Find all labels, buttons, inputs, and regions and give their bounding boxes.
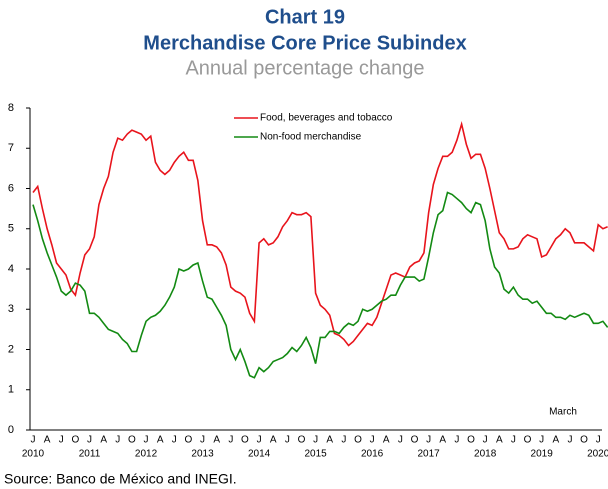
x-tick-label: O [128, 435, 136, 446]
x-tick-label: J [426, 435, 431, 446]
chart-caption: Annual percentage change [185, 57, 424, 79]
x-tick-label: A [213, 435, 220, 446]
x-tick-label: A [270, 435, 277, 446]
x-tick-label: J [341, 435, 346, 446]
x-tick-label: O [71, 435, 79, 446]
y-tick-label: 2 [8, 343, 14, 355]
year-label: 2016 [361, 449, 384, 460]
x-tick-label: A [100, 435, 107, 446]
year-label: 2018 [474, 449, 497, 460]
x-tick-label: J [398, 435, 403, 446]
year-label: 2010 [22, 449, 45, 460]
source: Source: Banco de México and INEGI. [4, 471, 237, 487]
annotation: March [549, 407, 577, 418]
x-tick-label: A [326, 435, 333, 446]
y-tick-label: 7 [8, 142, 14, 154]
year-label: 2012 [135, 449, 158, 460]
x-tick-label: J [567, 435, 572, 446]
year-label: 2011 [79, 449, 101, 460]
year-label: 2020 [587, 449, 608, 460]
year-label: 2015 [304, 449, 327, 460]
series-line [32, 191, 608, 379]
x-tick-label: J [313, 435, 318, 446]
y-tick-label: 5 [8, 223, 14, 235]
x-tick-label: J [257, 435, 262, 446]
x-tick-label: J [31, 435, 36, 446]
y-tick-label: 4 [8, 263, 14, 275]
y-tick-label: 6 [8, 182, 14, 194]
legend-label: Food, beverages and tobacco [260, 113, 393, 124]
x-tick-label: J [172, 435, 177, 446]
x-tick-label: J [596, 435, 601, 446]
x-tick-label: A [157, 435, 164, 446]
x-tick-label: J [370, 435, 375, 446]
year-label: 2013 [191, 449, 214, 460]
x-tick-label: O [467, 435, 475, 446]
x-tick-label: J [285, 435, 290, 446]
x-tick-label: O [298, 435, 306, 446]
x-tick-label: A [496, 435, 503, 446]
x-tick-label: J [144, 435, 149, 446]
x-tick-label: O [411, 435, 419, 446]
x-tick-label: A [383, 435, 390, 446]
year-label: 2014 [248, 449, 271, 460]
series-line [32, 120, 608, 347]
chart-title: Chart 19 [265, 6, 345, 28]
x-tick-label: O [580, 435, 588, 446]
x-tick-label: J [511, 435, 516, 446]
x-tick-label: J [115, 435, 120, 446]
x-tick-label: O [354, 435, 362, 446]
legend-label: Non-food merchandise [260, 132, 362, 143]
year-label: 2019 [531, 449, 554, 460]
y-tick-label: 8 [8, 102, 14, 114]
chart-subtitle: Merchandise Core Price Subindex [143, 32, 466, 54]
x-tick-label: J [539, 435, 544, 446]
y-tick-label: 3 [8, 303, 14, 315]
x-tick-label: J [228, 435, 233, 446]
x-tick-label: J [87, 435, 92, 446]
x-tick-label: A [552, 435, 559, 446]
x-tick-label: O [524, 435, 532, 446]
x-tick-label: J [200, 435, 205, 446]
x-tick-label: J [59, 435, 64, 446]
x-tick-label: A [439, 435, 446, 446]
year-label: 2017 [418, 449, 441, 460]
x-tick-label: O [185, 435, 193, 446]
y-tick-label: 0 [8, 424, 14, 436]
x-tick-label: A [44, 435, 51, 446]
x-tick-label: J [454, 435, 459, 446]
x-tick-label: J [483, 435, 488, 446]
x-tick-label: O [241, 435, 249, 446]
y-tick-label: 1 [8, 384, 14, 396]
